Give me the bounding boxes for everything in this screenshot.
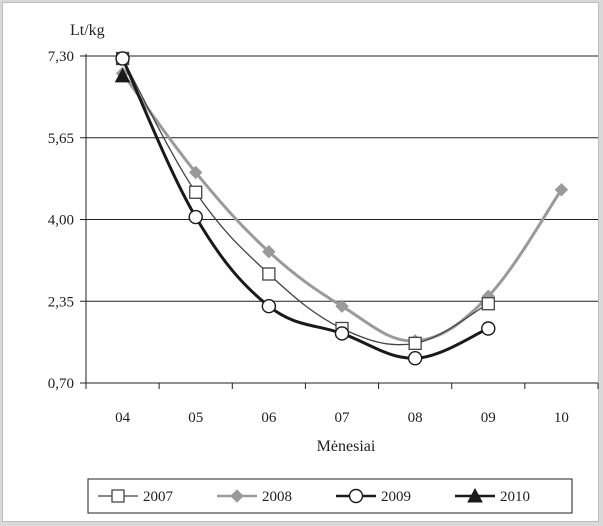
series-2007	[115, 51, 495, 351]
series-group	[114, 51, 569, 366]
x-tick-label: 09	[481, 410, 496, 426]
y-tick-label: 4,00	[48, 213, 74, 229]
y-tick-label: 2,35	[48, 294, 74, 310]
data-point-2007	[262, 267, 276, 281]
x-tick-label: 08	[408, 410, 423, 426]
series-2009	[115, 51, 496, 366]
data-point-2008	[554, 183, 569, 197]
x-tick-label: 07	[335, 410, 351, 426]
chart-frame	[2, 2, 599, 522]
x-tick-label: 04	[115, 410, 131, 426]
legend-item-2007: 2007	[98, 489, 174, 505]
data-point-2007	[481, 297, 495, 311]
series-2008	[115, 66, 569, 348]
data-point-2009	[115, 51, 130, 66]
x-tick-label: 06	[261, 410, 277, 426]
legend-swatch-marker	[111, 489, 125, 503]
legend: 2007 2008 2009 2010	[87, 478, 573, 514]
data-point-2009	[188, 209, 203, 225]
y-tick-label: 5,65	[48, 131, 74, 147]
legend-item-2009: 2009	[336, 488, 411, 505]
series-2010	[114, 67, 131, 83]
legend-label: 2010	[500, 489, 530, 505]
legend-swatch-marker	[230, 489, 244, 503]
data-point-2009	[481, 321, 496, 336]
data-point-2010	[114, 67, 131, 83]
legend-item-2010: 2010	[455, 487, 530, 505]
x-axis-label: Mėnesiai	[317, 438, 376, 455]
legend-label: 2009	[381, 489, 411, 505]
legend-swatch-marker	[467, 487, 483, 503]
axes	[85, 54, 599, 389]
series-line-2007	[122, 58, 489, 346]
data-point-2008	[335, 299, 349, 313]
series-line-2009	[121, 57, 489, 360]
x-tick-label: 05	[188, 410, 203, 426]
legend-item-2008: 2008	[217, 489, 292, 505]
data-point-2007	[189, 185, 203, 199]
tick-labels: 7,30 5,65 4,00 2,35 0,70 04 05 06 07 08 09 10	[48, 49, 569, 426]
y-axis-label: Lt/kg	[70, 22, 105, 39]
x-tick-label: 10	[554, 410, 569, 426]
data-point-2008	[189, 165, 203, 180]
data-point-2009	[261, 299, 277, 314]
data-point-2008	[262, 244, 276, 259]
legend-label: 2008	[262, 489, 292, 505]
legend-label: 2007	[143, 489, 174, 505]
data-point-2009	[407, 351, 423, 366]
y-tick-label: 7,30	[48, 49, 74, 65]
y-tick-label: 0,70	[48, 376, 74, 392]
data-point-2007	[408, 336, 422, 351]
legend-swatch-marker	[348, 488, 364, 504]
data-point-2009	[334, 326, 350, 341]
